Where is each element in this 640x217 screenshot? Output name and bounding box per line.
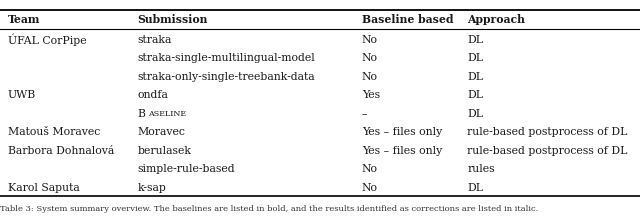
Text: simple-rule-based: simple-rule-based xyxy=(138,164,236,174)
Text: –: – xyxy=(362,109,367,119)
Text: rule-based postprocess of DL: rule-based postprocess of DL xyxy=(467,146,628,156)
Text: ASELINE: ASELINE xyxy=(148,110,187,118)
Text: straka: straka xyxy=(138,35,172,44)
Text: ÚFAL CorPipe: ÚFAL CorPipe xyxy=(8,33,86,46)
Text: Karol Saputa: Karol Saputa xyxy=(8,183,79,193)
Text: DL: DL xyxy=(467,183,483,193)
Text: Yes – files only: Yes – files only xyxy=(362,146,442,156)
Text: No: No xyxy=(362,53,378,63)
Text: DL: DL xyxy=(467,53,483,63)
Text: rule-based postprocess of DL: rule-based postprocess of DL xyxy=(467,127,628,137)
Text: Yes: Yes xyxy=(362,90,380,100)
Text: No: No xyxy=(362,35,378,44)
Text: Submission: Submission xyxy=(138,14,208,25)
Text: DL: DL xyxy=(467,35,483,44)
Text: k-sap: k-sap xyxy=(138,183,166,193)
Text: No: No xyxy=(362,183,378,193)
Text: Baseline based: Baseline based xyxy=(362,14,453,25)
Text: Matouš Moravec: Matouš Moravec xyxy=(8,127,100,137)
Text: No: No xyxy=(362,164,378,174)
Text: DL: DL xyxy=(467,72,483,82)
Text: DL: DL xyxy=(467,109,483,119)
Text: UWB: UWB xyxy=(8,90,36,100)
Text: berulasek: berulasek xyxy=(138,146,191,156)
Text: No: No xyxy=(362,72,378,82)
Text: Team: Team xyxy=(8,14,40,25)
Text: Moravec: Moravec xyxy=(138,127,186,137)
Text: straka-only-single-treebank-data: straka-only-single-treebank-data xyxy=(138,72,316,82)
Text: Barbora Dohnalová: Barbora Dohnalová xyxy=(8,146,114,156)
Text: Table 3: System summary overview. The baselines are listed in bold, and the resu: Table 3: System summary overview. The ba… xyxy=(0,205,538,213)
Text: Approach: Approach xyxy=(467,14,525,25)
Text: Yes – files only: Yes – files only xyxy=(362,127,442,137)
Text: straka-single-multilingual-model: straka-single-multilingual-model xyxy=(138,53,316,63)
Text: rules: rules xyxy=(467,164,495,174)
Text: ondfa: ondfa xyxy=(138,90,168,100)
Text: DL: DL xyxy=(467,90,483,100)
Text: B: B xyxy=(138,109,145,119)
